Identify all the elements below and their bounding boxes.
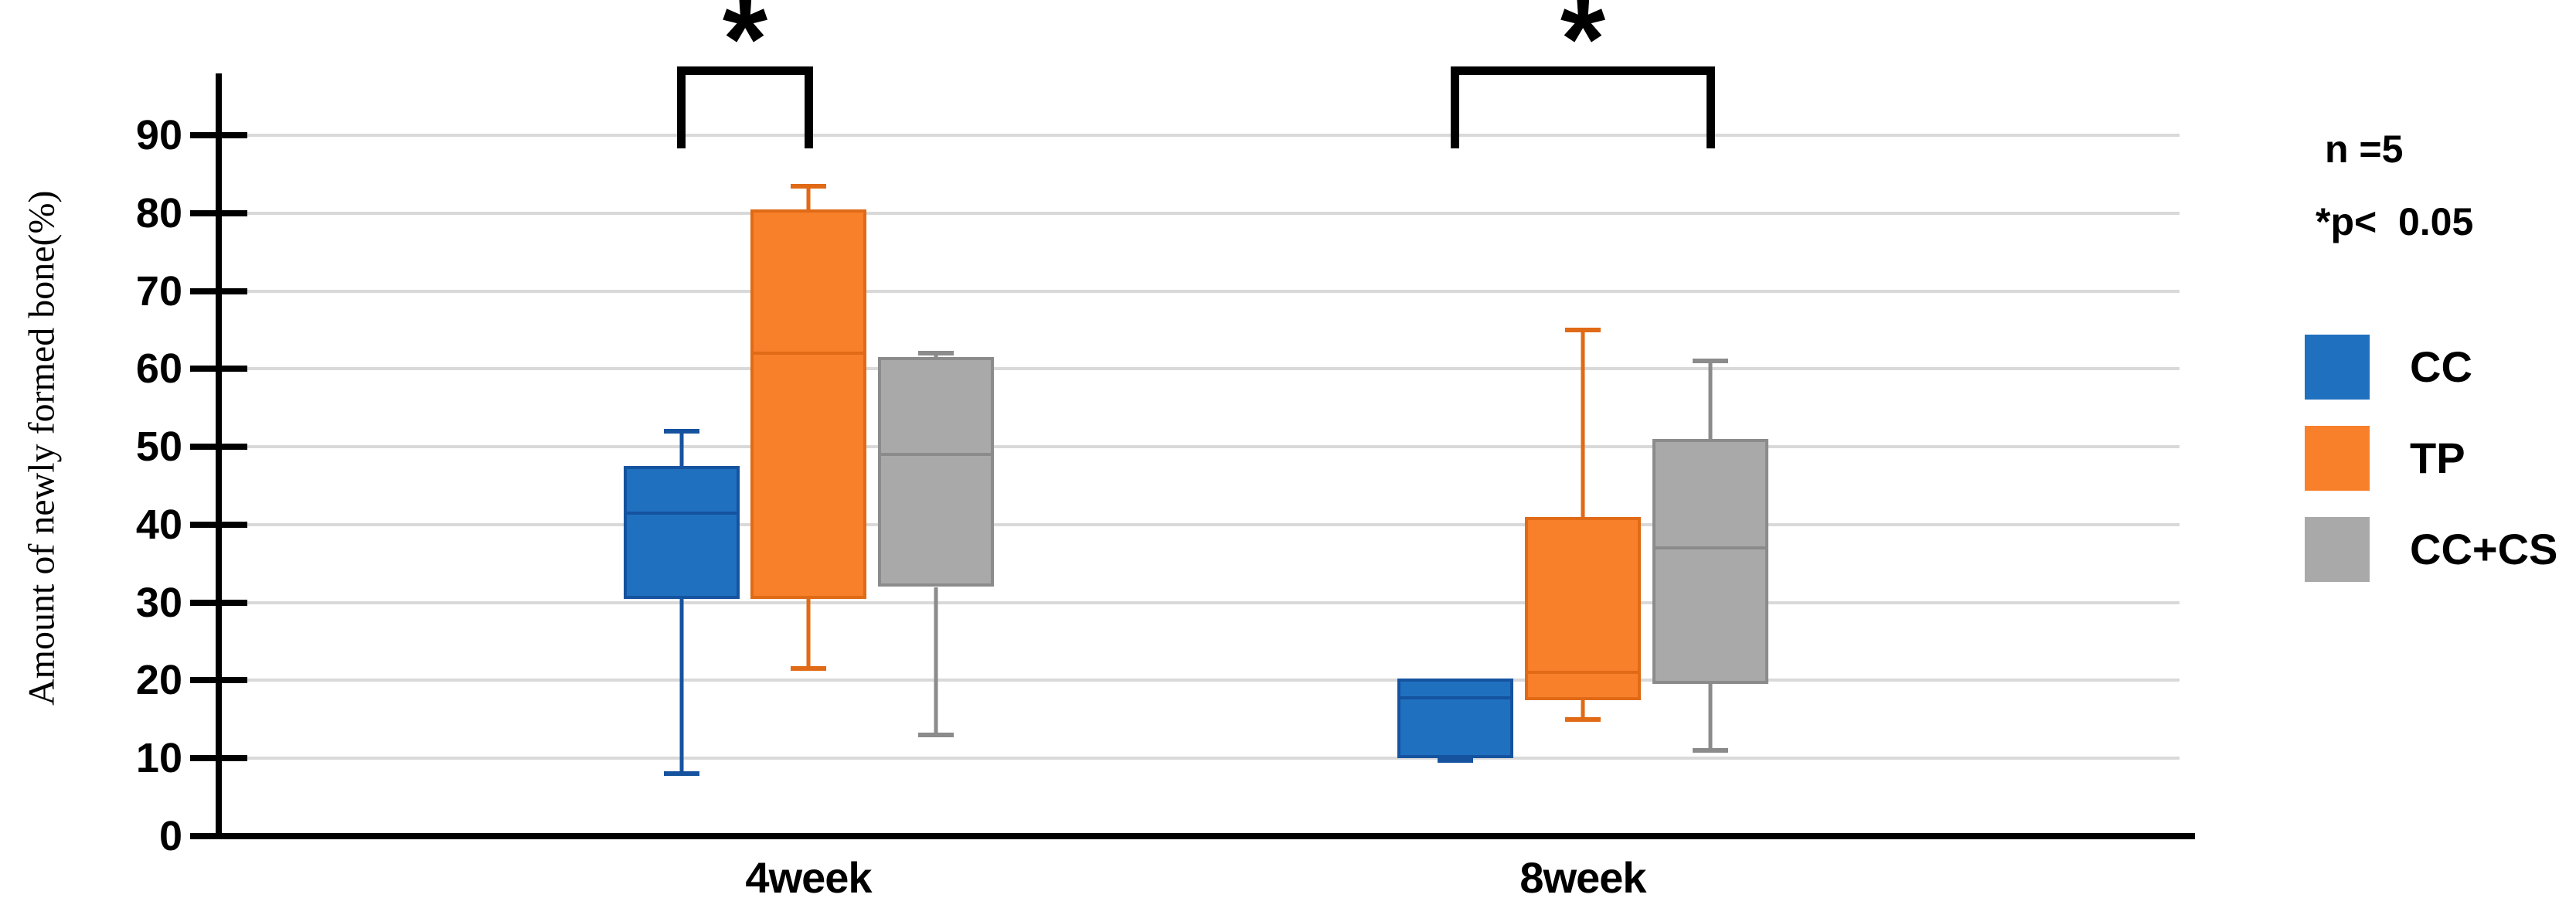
gridline-90 — [222, 134, 2180, 137]
whisker-cap-upper-TP-4week — [791, 183, 826, 189]
sig-bracket-left-leg-4week — [677, 66, 686, 148]
whisker-lower-CC-4week — [679, 598, 684, 774]
x-label-4week: 4week — [745, 853, 872, 902]
box-CCCS-8week — [1652, 439, 1768, 685]
whisker-cap-lower-TP-8week — [1565, 716, 1601, 722]
box-TP-8week — [1525, 516, 1641, 700]
x-label-8week: 8week — [1519, 853, 1646, 902]
sig-bracket-right-leg-4week — [805, 66, 813, 148]
gridline-80 — [222, 211, 2180, 215]
box-CC-8week — [1397, 679, 1513, 759]
whisker-cap-upper-CCCS-8week — [1693, 359, 1728, 364]
whisker-cap-lower-TP-4week — [791, 666, 826, 672]
sig-bracket-left-leg-8week — [1451, 66, 1459, 148]
sig-bracket-bar-4week — [677, 66, 813, 75]
y-tick-label-60: 60 — [135, 345, 182, 393]
whisker-cap-upper-CC-4week — [664, 428, 699, 434]
significance-asterisk-4week: * — [722, 0, 768, 104]
sig-bracket-right-leg-8week — [1707, 66, 1715, 148]
y-tick-label-90: 90 — [135, 112, 182, 158]
whisker-cap-upper-CCCS-4week — [918, 351, 954, 356]
whisker-cap-upper-TP-8week — [1565, 327, 1601, 332]
median-CC-4week — [627, 511, 737, 515]
tp-color-swatch — [2305, 426, 2370, 491]
y-tick-label-10: 10 — [135, 735, 182, 782]
gridline-50 — [222, 445, 2180, 449]
whisker-lower-TP-4week — [806, 598, 811, 669]
whisker-lower-CCCS-8week — [1708, 684, 1713, 751]
sig-bracket-bar-8week — [1451, 66, 1715, 75]
legend: CC TP CC+CS — [2305, 335, 2557, 608]
median-TP-4week — [754, 352, 863, 355]
cc-color-swatch — [2305, 335, 2370, 400]
whisker-upper-CC-4week — [679, 430, 684, 467]
median-CC-8week — [1400, 696, 1510, 699]
whisker-lower-CCCS-4week — [934, 587, 938, 735]
y-tick-label-80: 80 — [135, 189, 182, 236]
gridline-10 — [222, 757, 2180, 760]
gridline-70 — [222, 289, 2180, 293]
whisker-cap-lower-CCCS-8week — [1693, 748, 1728, 753]
y-tick-label-0: 0 — [158, 813, 182, 859]
whisker-cap-lower-CC-8week — [1438, 758, 1473, 764]
y-tick-label-40: 40 — [135, 501, 182, 548]
legend-item-cc: CC — [2305, 335, 2557, 400]
median-CCCS-4week — [881, 453, 991, 457]
median-CCCS-8week — [1656, 546, 1765, 550]
legend-label-cccs: CC+CS — [2410, 525, 2558, 573]
x-axis-line — [216, 833, 2195, 839]
y-tick-label-20: 20 — [135, 657, 182, 704]
box-CCCS-4week — [878, 357, 994, 587]
y-tick-label-50: 50 — [135, 423, 182, 471]
gridline-40 — [222, 522, 2180, 526]
legend-item-tp: TP — [2305, 426, 2557, 491]
y-axis-line — [216, 73, 222, 839]
y-tick-label-70: 70 — [135, 267, 182, 315]
median-TP-8week — [1528, 671, 1638, 675]
y-tick-label-30: 30 — [135, 579, 182, 626]
whisker-lower-TP-8week — [1581, 699, 1585, 719]
legend-label-tp: TP — [2410, 434, 2465, 482]
whisker-upper-TP-4week — [806, 185, 811, 209]
whisker-upper-TP-8week — [1581, 329, 1585, 517]
whisker-cap-lower-CC-4week — [664, 771, 699, 777]
whisker-cap-lower-CCCS-4week — [918, 732, 954, 737]
gridline-30 — [222, 600, 2180, 604]
gridline-60 — [222, 367, 2180, 371]
cccs-color-swatch — [2305, 517, 2370, 582]
box-TP-4week — [750, 209, 866, 599]
legend-label-cc: CC — [2410, 342, 2472, 391]
gridline-20 — [222, 679, 2180, 682]
p-value-note: *p< 0.05 — [2316, 200, 2474, 243]
sample-size-note: n =5 — [2325, 128, 2404, 171]
box-CC-4week — [624, 466, 740, 599]
legend-item-cccs: CC+CS — [2305, 517, 2557, 582]
whisker-upper-CCCS-8week — [1708, 361, 1713, 440]
significance-asterisk-8week: * — [1560, 0, 1606, 104]
